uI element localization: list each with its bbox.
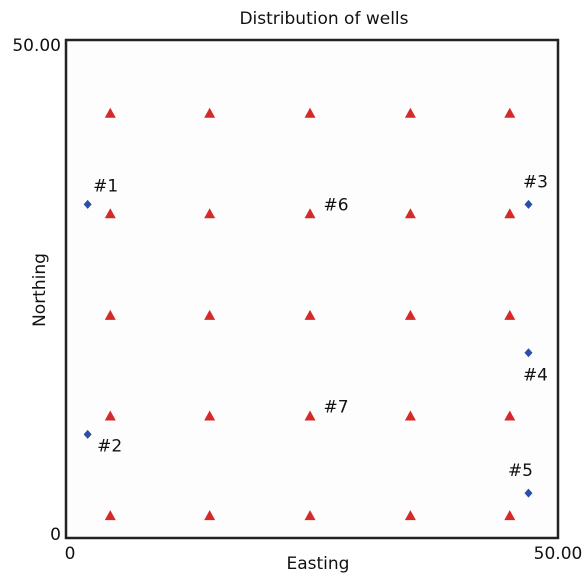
annotation: #7 xyxy=(324,397,349,417)
diamond-point xyxy=(524,348,533,358)
plot-frame xyxy=(64,38,560,540)
triangle-point xyxy=(104,208,116,219)
triangle-point xyxy=(404,510,416,521)
chart-title: Distribution of wells xyxy=(239,9,408,29)
point-label: #4 xyxy=(523,366,548,386)
diamond-point xyxy=(524,488,533,498)
triangle-point xyxy=(104,510,116,521)
triangle-point xyxy=(204,107,216,118)
diamond-point xyxy=(83,199,92,209)
triangle-point xyxy=(504,410,516,421)
triangle-point xyxy=(504,107,516,118)
triangle-point xyxy=(304,208,316,219)
y-tick-label: 50.00 xyxy=(12,36,61,56)
triangle-point xyxy=(204,410,216,421)
y-tick-label: 0 xyxy=(50,525,61,545)
triangle-point xyxy=(304,309,316,320)
point-label: #2 xyxy=(97,436,122,456)
triangle-point xyxy=(104,309,116,320)
triangle-point xyxy=(504,309,516,320)
triangle-point xyxy=(304,410,316,421)
point-label: #5 xyxy=(508,461,533,481)
triangle-point xyxy=(404,309,416,320)
y-axis-label: Northing xyxy=(30,253,50,327)
triangle-point xyxy=(404,410,416,421)
point-label: #1 xyxy=(93,176,118,196)
triangle-point xyxy=(304,107,316,118)
diamond-point xyxy=(524,199,533,209)
triangle-point xyxy=(504,208,516,219)
x-tick-label: 50.00 xyxy=(534,544,583,564)
triangle-point xyxy=(104,410,116,421)
triangle-point xyxy=(204,510,216,521)
triangle-point xyxy=(404,208,416,219)
diamond-point xyxy=(83,429,92,439)
point-label: #3 xyxy=(523,172,548,192)
triangle-point xyxy=(404,107,416,118)
triangle-point xyxy=(304,510,316,521)
annotation: #6 xyxy=(324,195,349,215)
x-axis-label: Easting xyxy=(287,554,350,574)
x-tick-label: 0 xyxy=(65,544,76,564)
triangle-point xyxy=(204,208,216,219)
triangle-point xyxy=(204,309,216,320)
triangle-point xyxy=(104,107,116,118)
triangle-point xyxy=(504,510,516,521)
